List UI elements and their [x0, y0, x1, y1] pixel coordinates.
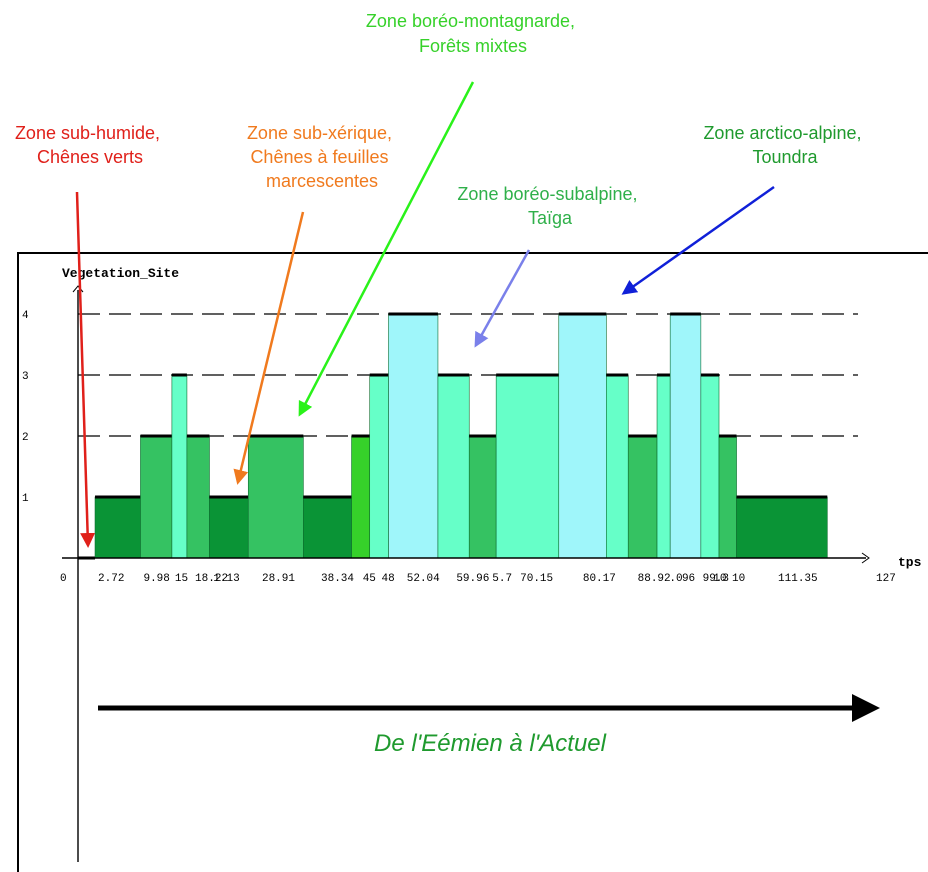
- x-tick-label-0: 0: [60, 573, 67, 585]
- x-tick-label-13: 70.15: [520, 573, 553, 585]
- bar-12: [468, 435, 497, 559]
- bar-21: [736, 496, 828, 559]
- bar-14: [558, 313, 607, 559]
- annotation-boreo-montagnarde: Zone boréo-montagnarde, Forêts mixtes: [366, 11, 580, 56]
- x-tick-labels: 0 2.72 9.98 15 18.221.13 28.91 38.34 45 48 52.04 5…: [60, 573, 896, 585]
- bar-5: [209, 496, 249, 559]
- bars-group: [78, 312, 828, 560]
- x-tick-label-16: .0: [669, 573, 682, 585]
- x-tick-label-22: 127: [876, 573, 896, 585]
- annotation-sub-humide: Zone sub-humide, Chênes verts: [15, 123, 165, 167]
- x-tick-label-6: 28.91: [262, 573, 295, 585]
- annotation-boreo-montagnarde-line-2: Forêts mixtes: [419, 36, 527, 56]
- bar-13: [495, 374, 560, 559]
- annotation-arctico-alpine-line-1: Zone arctico-alpine,: [703, 123, 861, 143]
- x-tick-label-21: 111.35: [778, 573, 818, 585]
- chart-frame: [17, 252, 928, 872]
- y-tick-labels: 1 2 3 4: [22, 310, 29, 505]
- bar-8: [351, 435, 371, 559]
- bar-15: [606, 374, 629, 559]
- x-tick-label-9: 48: [381, 573, 394, 585]
- bar-9: [369, 374, 389, 559]
- annotation-sub-xerique: Zone sub-xérique, Chênes à feuilles marc…: [247, 123, 397, 191]
- annotation-sub-humide-line-2: Chênes verts: [37, 147, 143, 167]
- x-tick-label-1: 2.72: [98, 573, 124, 585]
- annotation-sub-xerique-line-3: marcescentes: [266, 171, 378, 191]
- annotation-boreo-montagnarde-line-1: Zone boréo-montagnarde,: [366, 11, 575, 31]
- bar-20: [718, 435, 737, 559]
- x-tick-label-15: 88.92: [638, 573, 671, 585]
- x-axis-label: tps: [898, 555, 922, 570]
- x-tick-label-4: 18.22: [195, 573, 228, 585]
- bar-3: [171, 374, 188, 559]
- bar-6: [247, 435, 304, 559]
- x-axis-arrowhead: [861, 552, 870, 564]
- x-tick-label-7: 38.34: [321, 573, 354, 585]
- x-tick-label-20: 10: [732, 573, 745, 585]
- time-caption: De l'Eémien à l'Actuel: [374, 730, 607, 757]
- arrow-boreo-montagnarde: [298, 81, 475, 417]
- time-arrowhead: [852, 694, 880, 722]
- annotation-boreo-subalpine-line-1: Zone boréo-subalpine,: [457, 184, 637, 204]
- bar-16: [627, 435, 658, 559]
- x-tick-label-2: 9.98: [143, 573, 169, 585]
- bar-7: [303, 496, 352, 559]
- y-tick-label-4: 4: [22, 310, 29, 322]
- bar-18: [669, 313, 702, 559]
- x-tick-label-8: 45: [363, 573, 376, 585]
- bar-11: [437, 374, 470, 559]
- x-tick-label-14: 80.17: [583, 573, 616, 585]
- x-tick-label-17: 96: [682, 573, 695, 585]
- arrow-sub-humide: [75, 191, 96, 548]
- arrow-arctico-alpine: [621, 185, 775, 295]
- x-tick-label-10: 52.04: [407, 573, 440, 585]
- bar-4: [186, 435, 210, 559]
- y-tick-label-2: 2: [22, 432, 29, 444]
- x-tick-label-3: 15: [175, 573, 188, 585]
- bar-2: [140, 435, 173, 559]
- chart-title: Vegetation_Site: [62, 266, 179, 281]
- x-tick-label-12: 5.7: [492, 573, 512, 585]
- annotation-sub-xerique-line-1: Zone sub-xérique,: [247, 123, 392, 143]
- arrow-sub-xerique: [233, 211, 305, 485]
- y-tick-label-3: 3: [22, 371, 29, 383]
- y-tick-label-1: 1: [22, 493, 29, 505]
- bar-19: [700, 374, 720, 559]
- bar-10: [388, 313, 439, 559]
- x-tick-label-19: 10: [713, 573, 726, 585]
- annotation-arctico-alpine: Zone arctico-alpine, Toundra: [703, 123, 866, 167]
- bar-1: [94, 496, 141, 559]
- y-axis-arrowhead: [72, 285, 84, 293]
- annotation-sub-humide-line-1: Zone sub-humide,: [15, 123, 160, 143]
- x-tick-label-11: 59.96: [456, 573, 489, 585]
- annotation-boreo-subalpine: Zone boréo-subalpine, Taïga: [457, 184, 642, 228]
- x-tick-label-5: 1.13: [213, 573, 239, 585]
- bar-17: [656, 374, 671, 559]
- x-tick-label-18: 99.3: [703, 573, 729, 585]
- annotation-boreo-subalpine-line-2: Taïga: [528, 208, 573, 228]
- annotation-sub-xerique-line-2: Chênes à feuilles: [250, 147, 388, 167]
- annotation-arctico-alpine-line-2: Toundra: [752, 147, 818, 167]
- arrow-boreo-subalpine: [474, 249, 531, 348]
